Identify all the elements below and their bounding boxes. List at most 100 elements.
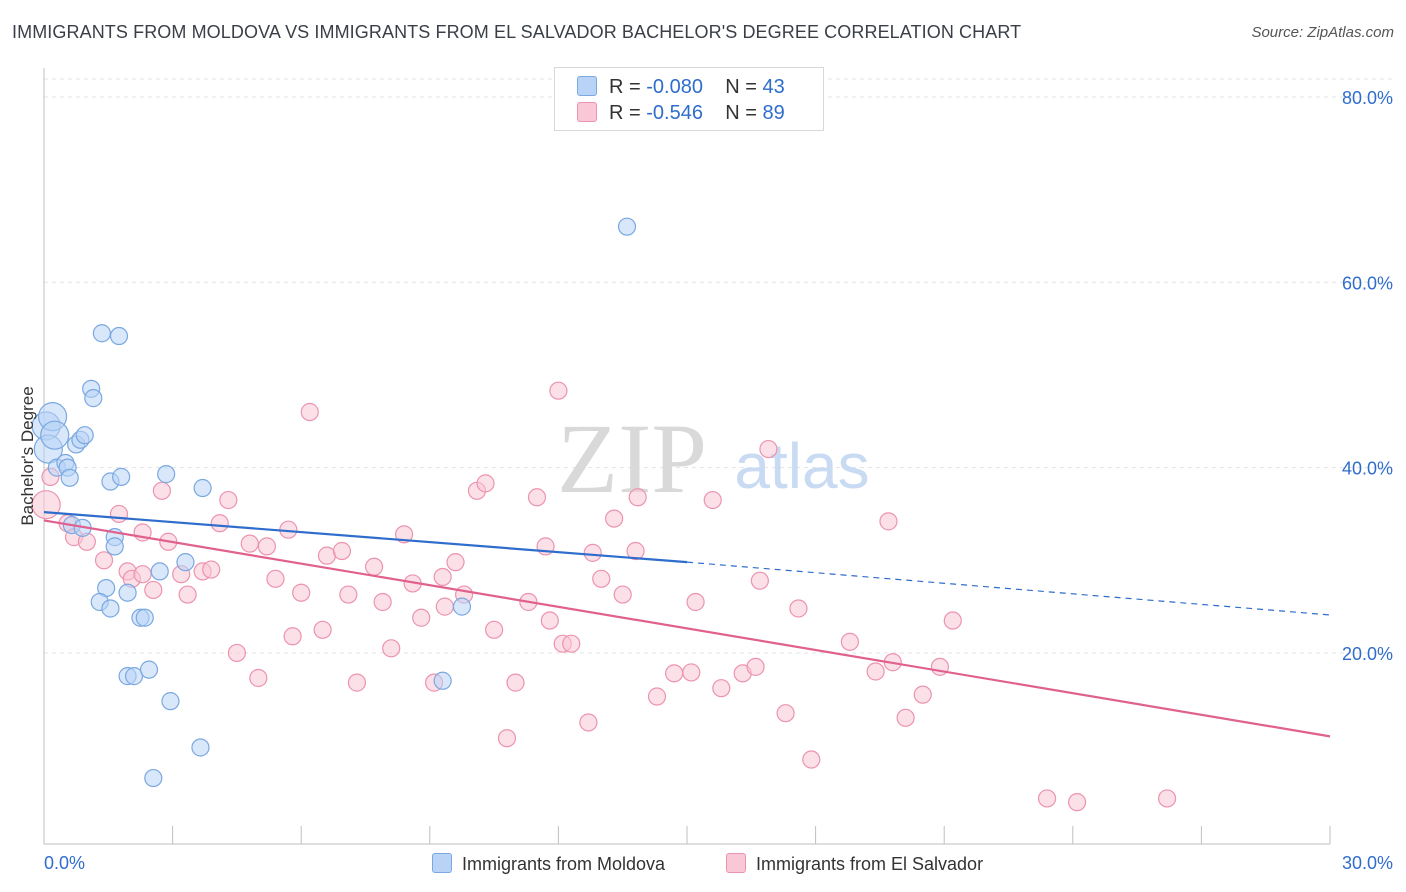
el-salvador-swatch [577,102,597,122]
zipatlas-watermark: ZIP atlas [557,403,870,514]
el-salvador-point-24 [266,569,285,588]
moldova-point-36 [191,738,210,757]
el-salvador-point-39 [412,608,431,627]
moldova-point-31 [452,597,472,616]
el-salvador-point-26 [283,627,302,646]
moldova-point-23 [176,553,195,572]
r-label: R = [609,76,641,98]
el-salvador-point-85 [1037,789,1057,808]
y-tick-label-1: 40.0% [1342,459,1393,479]
el-salvador-point-67 [686,592,705,612]
stats-row-el-salvador: R = -0.546 N = 89 [577,102,785,128]
y-tick-label-3: 80.0% [1342,88,1393,108]
y-tick-label-0: 20.0% [1342,644,1393,664]
el-salvador-point-72 [750,571,769,590]
el-salvador-point-69 [712,679,731,698]
el-salvador-point-56 [562,634,581,653]
moldova-point-37 [144,768,163,788]
el-salvador-point-79 [879,512,898,531]
el-salvador-point-36 [382,639,401,658]
trend-line-moldova [43,511,688,564]
el-salvador-point-35 [373,592,392,612]
legend-label-moldova: Immigrants from Moldova [462,854,666,874]
n-value-moldova: 43 [762,76,785,98]
series-moldova [31,217,637,788]
moldova-point-38 [433,671,452,690]
el-salvador-point-65 [665,664,684,683]
el-salvador-point-12 [152,481,171,500]
el-salvador-point-51 [527,488,547,507]
el-salvador-point-78 [866,662,885,681]
el-salvador-point-15 [178,585,197,604]
r-value-moldova: -0.080 [646,76,703,98]
el-salvador-point-64 [647,687,667,706]
chart-title: IMMIGRANTS FROM MOLDOVA VS IMMIGRANTS FR… [12,22,1022,42]
el-salvador-point-21 [240,534,259,553]
legend-item-el-salvador: Immigrants from El Salvador [726,853,983,875]
legend-swatch-moldova [432,853,452,873]
moldova-point-28 [118,583,137,602]
el-salvador-point-42 [435,597,454,616]
el-salvador-point-82 [913,685,932,704]
moldova-point-33 [124,667,144,686]
moldova-point-14 [109,326,129,346]
el-salvador-point-28 [300,402,319,422]
moldova-point-10 [75,426,94,445]
n-label: N = [725,76,757,98]
trend-line-moldova-extension [686,561,1331,616]
el-salvador-point-76 [802,750,821,769]
stats-row-moldova: R = -0.080 N = 43 [577,76,785,102]
el-salvador-point-86 [1067,793,1087,812]
legend-item-moldova: Immigrants from Moldova [432,853,665,875]
legend-swatch-el-salvador [726,853,746,873]
moldova-point-27 [101,599,120,618]
el-salvador-point-74 [776,704,795,723]
el-salvador-point-46 [476,474,495,493]
el-salvador-point-59 [592,569,611,588]
tick-labels: 20.0% 40.0% 60.0% 80.0% 0.0% 30.0% [44,88,1393,873]
moldova-point-39 [617,217,637,236]
n-label: N = [725,102,757,124]
el-salvador-point-22 [249,668,268,688]
grid-lines [44,78,1392,654]
moldova-point-22 [105,537,124,556]
x-tick-label-start: 0.0% [44,853,85,873]
el-salvador-point-53 [540,611,559,630]
el-salvador-point-33 [347,673,367,692]
el-salvador-point-41 [433,567,452,587]
stats-legend: R = -0.080 N = 43 R = -0.546 N = 89 [554,67,824,131]
el-salvador-point-11 [144,580,163,600]
el-salvador-point-43 [446,553,465,572]
el-salvador-point-29 [313,620,332,639]
trend-lines [43,511,1331,738]
el-salvador-point-75 [789,599,808,618]
el-salvador-point-60 [605,509,624,528]
el-salvador-point-17 [202,560,221,579]
legend-label-el-salvador: Immigrants from El Salvador [756,854,984,874]
el-salvador-point-57 [579,713,598,732]
moldova-point-24 [150,562,169,581]
moldova-point-18 [112,467,131,486]
r-label: R = [609,102,641,124]
el-salvador-point-48 [497,729,517,748]
source-credit: Source: ZipAtlas.com [1251,24,1394,41]
el-salvador-point-5 [94,551,114,570]
y-tick-label-2: 60.0% [1342,273,1393,293]
moldova-point-19 [157,465,176,484]
moldova-point-7 [60,468,79,487]
el-salvador-point-49 [506,673,525,692]
moldova-point-34 [139,660,159,679]
moldova-swatch [577,76,597,96]
el-salvador-point-47 [485,620,504,639]
el-salvador-point-0 [31,490,61,520]
el-salvador-point-84 [943,611,962,630]
el-salvador-point-18 [210,514,229,533]
el-salvador-point-31 [332,541,352,561]
moldova-point-3 [40,420,70,450]
moldova-point-30 [135,608,154,627]
moldova-point-20 [193,478,212,498]
el-salvador-point-34 [364,557,384,576]
moldova-point-13 [92,324,111,343]
el-salvador-point-77 [840,632,859,651]
